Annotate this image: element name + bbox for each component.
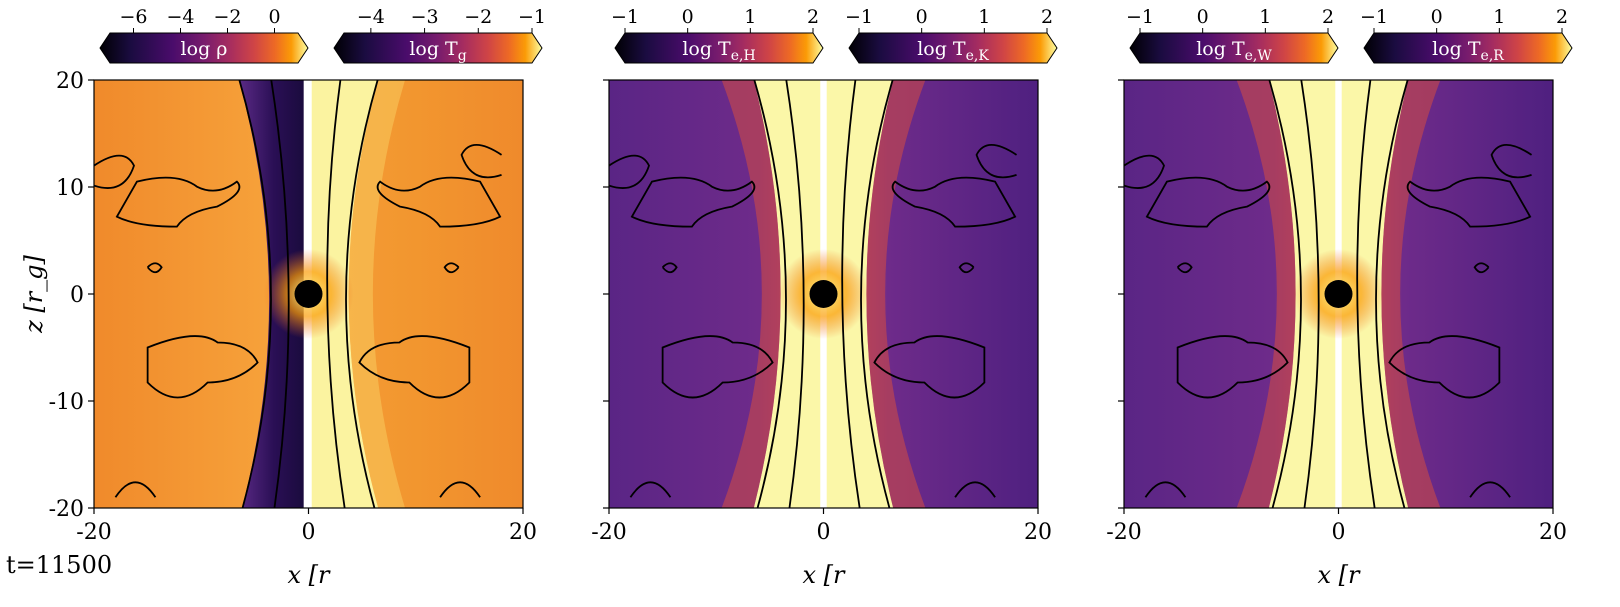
x-tick-label: 20 [1024,520,1052,545]
colorbar: −1 0 1 2 log Te,R [1360,6,1573,64]
x-tick-label: 0 [817,520,831,545]
y-tick-label: 20 [56,69,84,94]
colorbar-label: log Te,H [682,38,755,64]
colorbar-tick-label: 1 [1493,6,1505,28]
contour-lines [94,80,503,508]
colorbar-label: log Tg [409,38,466,64]
panel-3: -20 0 20 x [r −1 0 1 2 log Te,W −1 0 1 2 log Te,R [1106,6,1573,589]
contour-lines [609,80,1018,508]
y-tick-label: -10 [49,390,84,415]
x-tick-label: 20 [509,520,537,545]
colorbar: −1 0 1 2 log Te,W [1126,6,1339,64]
black-hole [294,280,323,308]
black-hole [809,280,838,308]
panel-2: -20 0 20 x [r −1 0 1 2 log Te,H −1 0 1 2 log Te,K [591,6,1058,589]
x-tick-label: 20 [1539,520,1567,545]
colorbar-tick-label: 2 [1041,6,1053,28]
colorbar-label: log Te,W [1196,38,1272,64]
colorbar-label: log Te,R [1432,38,1504,64]
colorbar-tick-label: −1 [845,6,873,28]
colorbar-tick-label: 0 [916,6,928,28]
colorbar-tick-label: −4 [166,6,194,28]
heatmap-image [1124,80,1553,508]
colorbar-tick-label: 2 [1556,6,1568,28]
colorbar-tick-label: 0 [268,6,280,28]
x-axis-label: x [r [288,561,332,589]
colorbar-tick-label: −1 [1126,6,1154,28]
colorbar-tick-label: 2 [1322,6,1334,28]
colorbar: −1 0 1 2 log Te,K [845,6,1058,64]
colorbar: −1 0 1 2 log Te,H [611,6,824,64]
colorbar-tick-label: −3 [411,6,439,28]
heatmap-image [94,80,523,508]
colorbar: −6 −4 −2 0 log ρ [99,6,309,64]
colorbar-tick-label: 0 [682,6,694,28]
y-axis-label: z [r_g] [20,254,48,333]
colorbar-tick-label: −1 [518,6,546,28]
x-tick-label: -20 [76,520,111,545]
colorbar-tick-label: −1 [1360,6,1388,28]
colorbar-tick-label: −6 [119,6,147,28]
colorbar: −4 −3 −2 −1 log Tg [333,6,546,64]
colorbar-tick-label: 1 [978,6,990,28]
colorbar-tick-label: −1 [611,6,639,28]
x-axis-label: x [r [1318,561,1362,589]
y-tick-label: 0 [70,283,84,308]
black-hole [1324,280,1353,308]
contour-lines [1124,80,1533,508]
colorbar-tick-label: −4 [357,6,385,28]
heatmap-image [609,80,1038,508]
x-tick-label: 0 [1332,520,1346,545]
x-tick-label: 0 [302,520,316,545]
colorbar-tick-label: 0 [1197,6,1209,28]
colorbar-label: log Te,K [917,38,989,64]
colorbar-tick-label: −2 [213,6,241,28]
y-tick-label: 10 [56,176,84,201]
colorbar-tick-label: 2 [807,6,819,28]
colorbar-tick-label: 0 [1431,6,1443,28]
x-tick-label: -20 [1106,520,1141,545]
colorbar-tick-label: −2 [464,6,492,28]
time-label: t=11500 [6,551,112,579]
y-tick-label: -20 [49,497,84,522]
panel-1: -20 0 20 20 10 0 -10 -20 x [r z [r_g] −6 −4 −2 0 log ρ… [20,6,546,589]
colorbar-tick-label: 1 [744,6,756,28]
x-tick-label: -20 [591,520,626,545]
colorbar-label: log ρ [181,38,228,60]
colorbar-tick-label: 1 [1259,6,1271,28]
x-axis-label: x [r [803,561,847,589]
